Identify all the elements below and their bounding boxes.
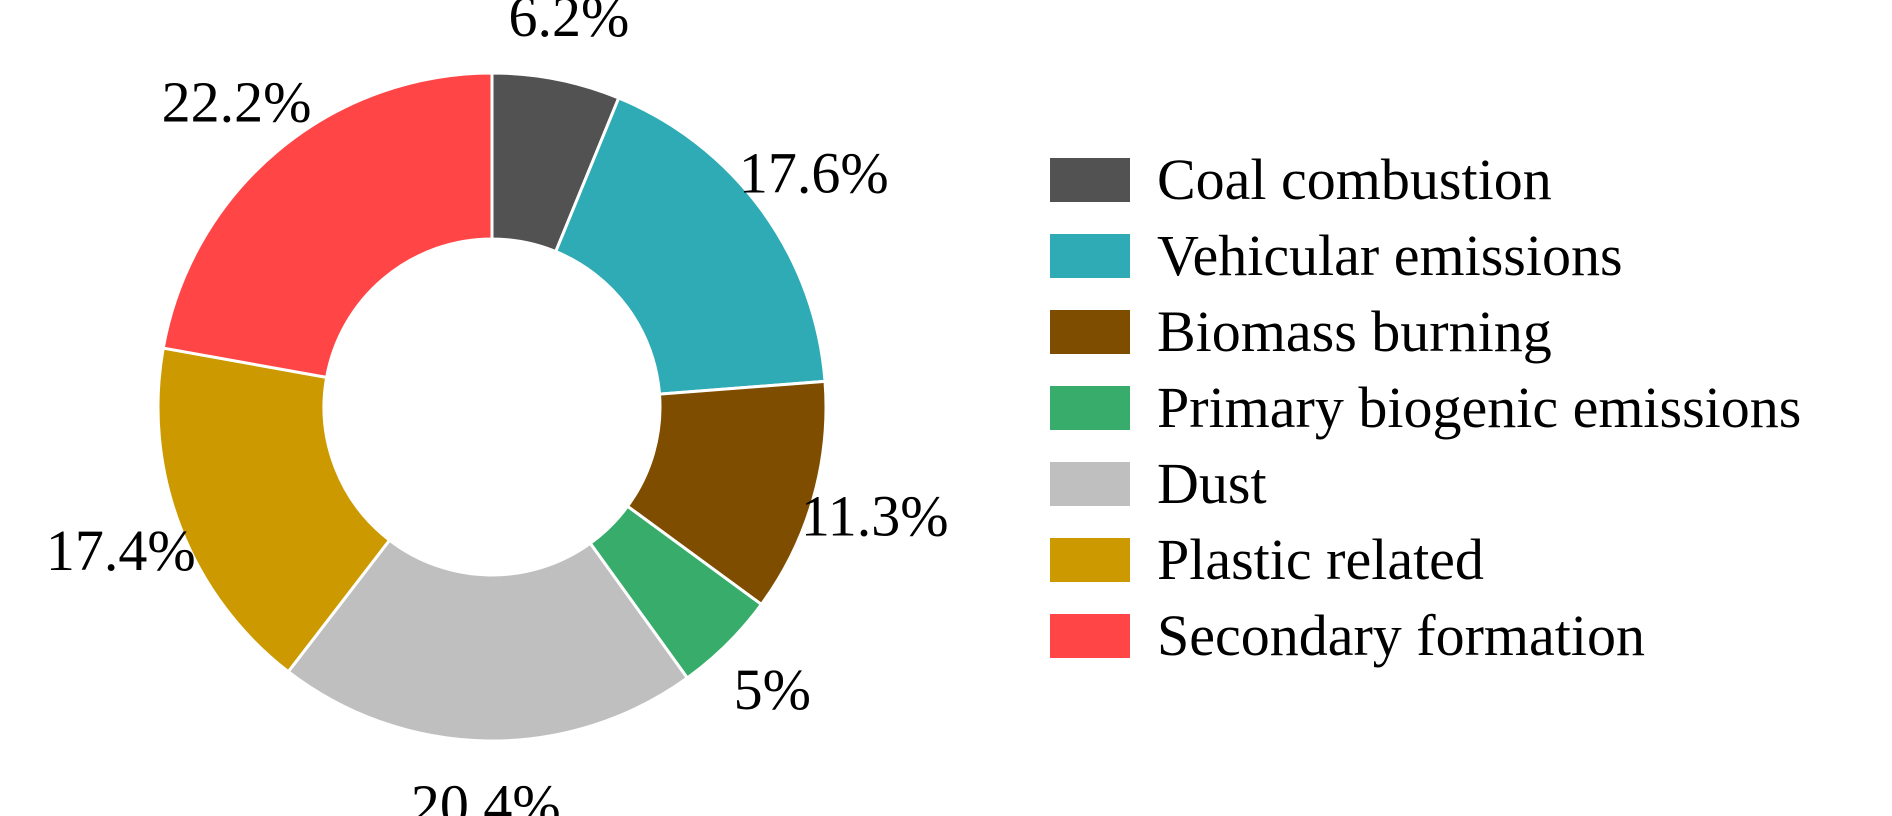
legend-item-secondary-formation: Secondary formation [1050,598,1801,674]
legend-swatch [1050,158,1130,202]
legend-swatch [1050,538,1130,582]
data-label-coal-combustion: 6.2% [509,0,630,49]
legend-label: Secondary formation [1157,603,1646,668]
legend-swatch [1050,310,1130,354]
legend-item-coal-combustion: Coal combustion [1050,142,1801,218]
legend-swatch [1050,462,1130,506]
legend-label: Dust [1157,451,1267,516]
slice-dust [286,538,690,743]
percentage-labels: 6.2% 17.6% 11.3% 5% 20.4% 17.4% 22.2% [46,0,949,816]
legend-swatch [1050,386,1130,430]
legend-label: Biomass burning [1157,299,1552,364]
donut-slices [156,71,828,743]
slice-plastic-related [156,346,392,674]
legend-item-biomass-burning: Biomass burning [1050,294,1801,370]
legend-label: Plastic related [1157,527,1484,592]
legend-item-vehicular-emissions: Vehicular emissions [1050,218,1801,294]
legend-swatch [1050,234,1130,278]
slice-secondary-formation [161,71,494,380]
legend-label: Coal combustion [1157,147,1552,212]
legend-item-plastic-related: Plastic related [1050,522,1801,598]
data-label-vehicular-emissions: 17.6% [739,140,889,205]
legend: Coal combustion Vehicular emissions Biomas… [1050,142,1801,674]
data-label-dust: 20.4% [411,772,561,816]
legend-item-dust: Dust [1050,446,1801,522]
data-label-primary-biogenic-emissions: 5% [734,657,811,722]
data-label-plastic-related: 17.4% [46,518,196,583]
legend-label: Primary biogenic emissions [1157,375,1802,440]
legend-swatch [1050,614,1130,658]
legend-item-primary-biogenic-emissions: Primary biogenic emissions [1050,370,1801,446]
data-label-biomass-burning: 11.3% [801,484,949,549]
slice-vehicular-emissions [553,96,827,396]
legend-label: Vehicular emissions [1157,223,1623,288]
data-label-secondary-formation: 22.2% [162,69,312,134]
